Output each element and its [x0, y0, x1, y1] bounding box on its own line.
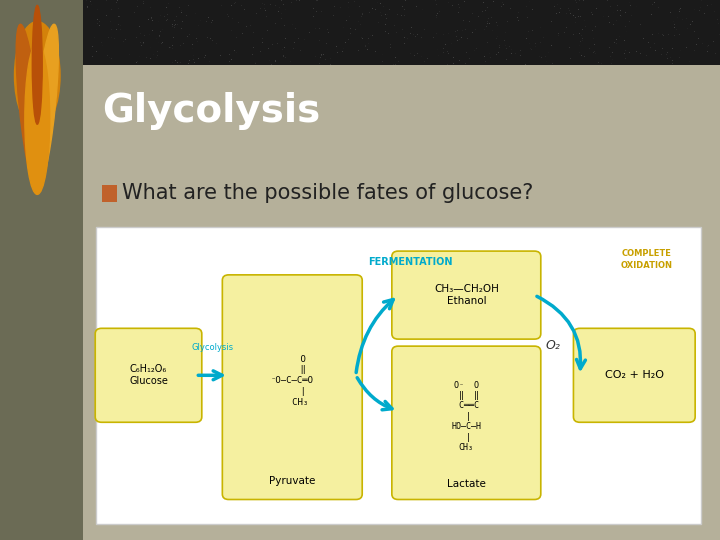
- FancyBboxPatch shape: [95, 328, 202, 422]
- FancyBboxPatch shape: [392, 346, 541, 500]
- FancyArrowPatch shape: [357, 378, 392, 410]
- FancyArrowPatch shape: [537, 296, 585, 369]
- Text: Pyruvate: Pyruvate: [269, 476, 315, 486]
- Text: C₆H₁₂O₆
Glucose: C₆H₁₂O₆ Glucose: [129, 364, 168, 387]
- Ellipse shape: [32, 24, 58, 192]
- Text: Glycolysis: Glycolysis: [102, 92, 320, 130]
- Text: O₂: O₂: [545, 339, 560, 352]
- Text: O
    ‖
⁻O—C—C═O
    |
   CH₃: O ‖ ⁻O—C—C═O | CH₃: [271, 355, 314, 407]
- FancyBboxPatch shape: [573, 328, 695, 422]
- FancyBboxPatch shape: [96, 227, 701, 524]
- FancyBboxPatch shape: [83, 0, 720, 65]
- Text: What are the possible fates of glucose?: What are the possible fates of glucose?: [122, 183, 534, 204]
- Text: Lactate: Lactate: [447, 478, 486, 489]
- Text: COMPLETE
OXIDATION: COMPLETE OXIDATION: [621, 249, 672, 269]
- Ellipse shape: [14, 22, 60, 130]
- FancyBboxPatch shape: [102, 185, 117, 202]
- Ellipse shape: [32, 5, 42, 124]
- FancyArrowPatch shape: [356, 300, 393, 373]
- Ellipse shape: [16, 24, 42, 192]
- FancyBboxPatch shape: [392, 251, 541, 339]
- Text: CH₃—CH₂OH
Ethanol: CH₃—CH₂OH Ethanol: [434, 284, 499, 306]
- Text: FERMENTATION: FERMENTATION: [368, 258, 453, 267]
- Ellipse shape: [24, 43, 50, 194]
- Text: CO₂ + H₂O: CO₂ + H₂O: [605, 370, 664, 380]
- FancyBboxPatch shape: [222, 275, 362, 500]
- FancyArrowPatch shape: [198, 371, 222, 380]
- Text: O⁻  O
 ‖  ‖
 C══C
 |
HO—C—H
 |
CH₃: O⁻ O ‖ ‖ C══C | HO—C—H | CH₃: [451, 381, 481, 452]
- Text: Glycolysis: Glycolysis: [192, 342, 233, 352]
